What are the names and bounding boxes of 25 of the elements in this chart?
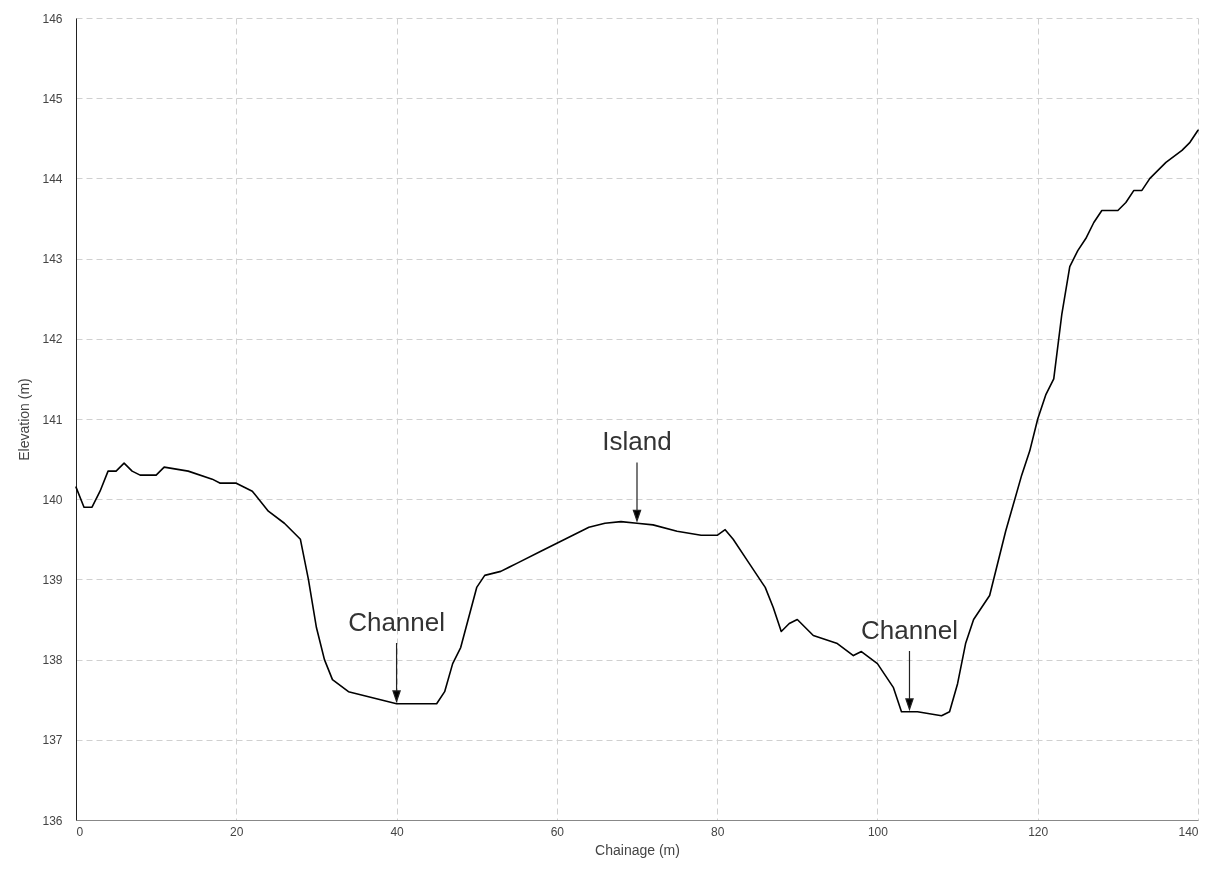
x-tick-label: 100: [867, 824, 889, 839]
y-tick-label: 139: [42, 572, 63, 587]
y-tick-label: 144: [42, 171, 63, 186]
x-tick-label: 60: [550, 824, 565, 839]
x-tick-label: 120: [1028, 824, 1049, 839]
y-tick-label: 140: [42, 492, 63, 507]
y-tick-label: 138: [42, 653, 63, 668]
y-tick-label: 142: [42, 332, 63, 347]
y-tick-label: 143: [42, 252, 63, 267]
line-series: [75, 129, 1199, 717]
x-tick-label: 80: [710, 824, 725, 839]
y-tick-label: 137: [42, 733, 63, 748]
y-tick-label: 141: [42, 412, 63, 427]
x-tick-label: 20: [230, 824, 244, 839]
x-axis-title: Chainage (m): [595, 841, 680, 858]
y-axis-title: Elevation (m): [16, 378, 33, 461]
annotation: Channel: [348, 606, 445, 637]
y-tick-label: 136: [42, 813, 63, 828]
annotation: Channel: [861, 614, 958, 645]
x-tick-label: 40: [390, 824, 405, 839]
y-tick-label: 146: [42, 11, 63, 26]
x-tick-label: 140: [1178, 824, 1199, 839]
annotation: Island: [602, 426, 672, 457]
x-tick-label: 0: [76, 824, 84, 839]
y-tick-label: 145: [42, 91, 63, 106]
